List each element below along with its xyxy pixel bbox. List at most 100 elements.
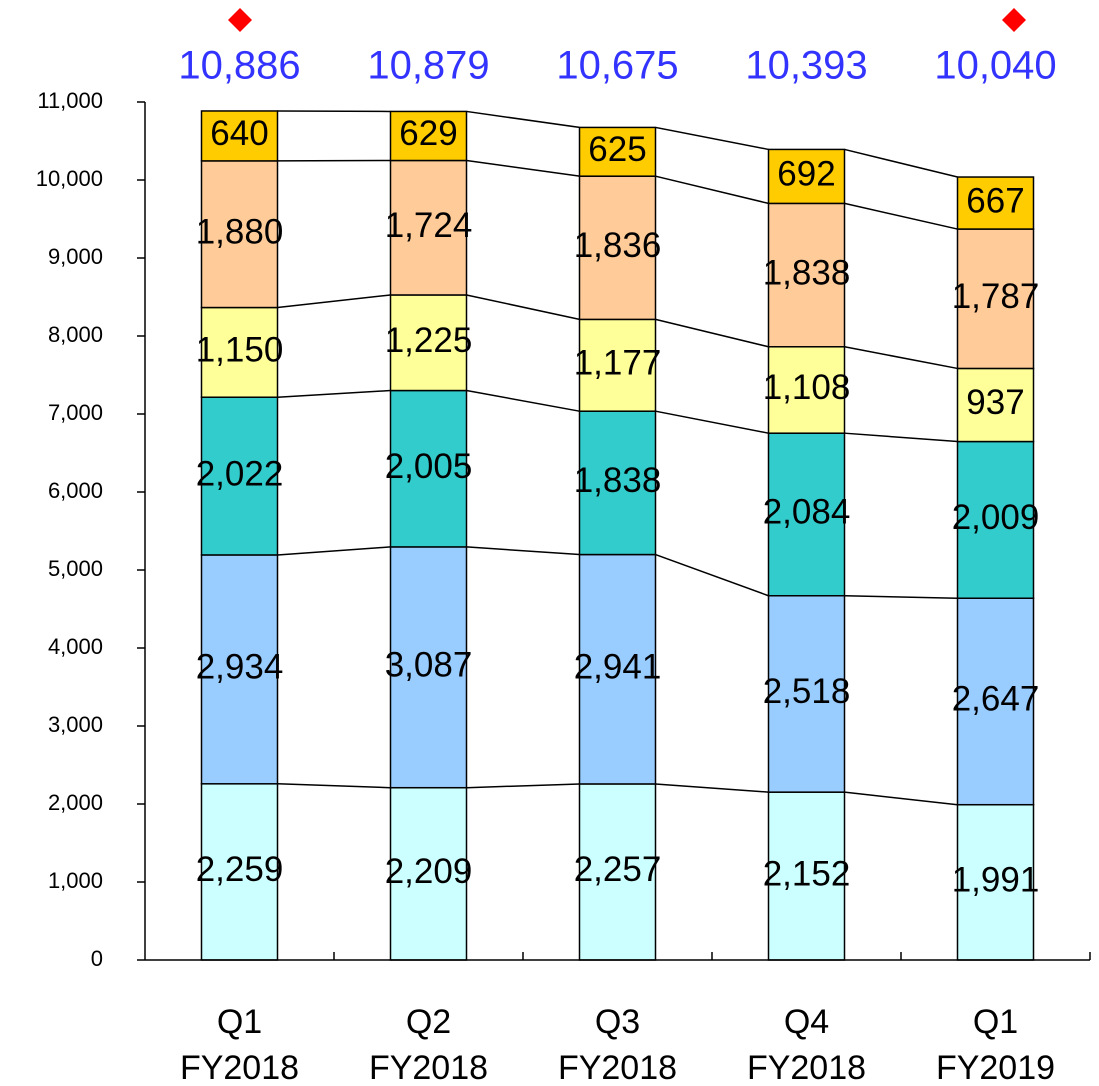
y-tick-label: 0 bbox=[91, 946, 103, 971]
data-label: 2,257 bbox=[574, 850, 662, 889]
data-label: 2,009 bbox=[952, 498, 1040, 537]
connector-line bbox=[655, 318, 769, 348]
x-tick-label: FY2018 bbox=[369, 1049, 488, 1086]
connector-line bbox=[466, 389, 580, 412]
bar-segment bbox=[578, 175, 657, 321]
data-label: 2,518 bbox=[763, 672, 851, 711]
data-label: 1,836 bbox=[574, 226, 662, 265]
data-label: 3,087 bbox=[385, 646, 473, 685]
bar-segment bbox=[956, 176, 1035, 230]
bar-segment bbox=[578, 410, 657, 556]
y-tick-label: 7,000 bbox=[48, 400, 103, 425]
data-label: 1,724 bbox=[385, 206, 473, 245]
x-tick-label: Q4 bbox=[784, 1003, 829, 1041]
x-tick-label: FY2018 bbox=[558, 1049, 677, 1086]
data-label: 692 bbox=[777, 155, 835, 194]
connector-line bbox=[844, 148, 958, 178]
y-tick-label: 6,000 bbox=[48, 478, 103, 503]
data-label: 1,838 bbox=[574, 461, 662, 500]
connector-line bbox=[277, 294, 391, 309]
bar-segment bbox=[389, 786, 468, 961]
connector-line bbox=[844, 432, 958, 443]
connector-line bbox=[466, 783, 580, 789]
y-tick-label: 3,000 bbox=[48, 712, 103, 737]
data-label: 2,647 bbox=[952, 680, 1040, 719]
bar-segment bbox=[767, 346, 846, 434]
total-label: 10,879 bbox=[367, 44, 489, 88]
connector-line bbox=[466, 294, 580, 321]
data-label: 1,150 bbox=[196, 331, 284, 370]
data-label: 2,209 bbox=[385, 852, 473, 891]
data-label: 2,084 bbox=[763, 493, 851, 532]
bar-segment bbox=[956, 228, 1035, 370]
connector-line bbox=[655, 126, 769, 151]
y-tick-label: 9,000 bbox=[48, 244, 103, 269]
connector-line bbox=[277, 546, 391, 556]
data-label: 2,934 bbox=[196, 648, 284, 687]
data-label: 2,941 bbox=[574, 648, 662, 687]
connector-line bbox=[466, 159, 580, 177]
data-label: 640 bbox=[210, 114, 268, 153]
bar-segment bbox=[389, 546, 468, 789]
bar-segment bbox=[578, 126, 657, 177]
bar-segment bbox=[767, 594, 846, 793]
y-tick-label: 4,000 bbox=[48, 634, 103, 659]
connector-line bbox=[655, 553, 769, 597]
connector-line bbox=[844, 346, 958, 370]
connector-line bbox=[844, 594, 958, 599]
data-label: 937 bbox=[966, 383, 1024, 422]
data-label: 1,108 bbox=[763, 368, 851, 407]
y-tick-label: 5,000 bbox=[48, 556, 103, 581]
x-tick-label: FY2018 bbox=[747, 1049, 866, 1086]
data-label: 625 bbox=[588, 130, 646, 169]
bar-segment bbox=[200, 110, 279, 162]
marker-diamond bbox=[1002, 8, 1026, 32]
data-label: 2,022 bbox=[196, 454, 284, 493]
data-label: 1,880 bbox=[196, 212, 284, 251]
connector-line bbox=[466, 546, 580, 556]
total-label: 10,393 bbox=[745, 44, 867, 88]
data-label: 1,177 bbox=[574, 344, 662, 383]
total-label: 10,675 bbox=[556, 44, 678, 88]
bar-segment bbox=[578, 318, 657, 412]
x-tick-label: Q3 bbox=[595, 1003, 640, 1041]
bar-segment bbox=[767, 148, 846, 205]
data-label: 2,152 bbox=[763, 854, 851, 893]
y-tick-label: 2,000 bbox=[48, 790, 103, 815]
total-label: 10,040 bbox=[934, 44, 1056, 88]
data-label: 1,225 bbox=[385, 321, 473, 360]
marker-diamond bbox=[228, 8, 252, 32]
bar-segment bbox=[767, 432, 846, 597]
data-label: 667 bbox=[966, 181, 1024, 220]
bar-segment bbox=[956, 367, 1035, 443]
connector-line bbox=[655, 783, 769, 793]
x-tick-label: FY2018 bbox=[180, 1049, 299, 1086]
bar-segment bbox=[956, 597, 1035, 806]
bar-segment bbox=[956, 440, 1035, 599]
data-label: 1,787 bbox=[952, 277, 1040, 316]
connector-line bbox=[844, 202, 958, 230]
connector-line bbox=[277, 783, 391, 789]
bar-segment bbox=[767, 202, 846, 348]
bar-segment bbox=[200, 783, 279, 961]
x-tick-label: Q2 bbox=[406, 1003, 451, 1041]
y-tick-label: 11,000 bbox=[37, 88, 103, 113]
bar-segment bbox=[200, 160, 279, 309]
total-label: 10,886 bbox=[178, 44, 300, 88]
data-label: 2,259 bbox=[196, 850, 284, 889]
y-tick-label: 1,000 bbox=[48, 868, 103, 893]
bar-segment bbox=[578, 553, 657, 785]
connector-line bbox=[655, 410, 769, 434]
y-tick-label: 10,000 bbox=[36, 166, 103, 191]
connector-line bbox=[466, 110, 580, 129]
bar-segment bbox=[389, 110, 468, 162]
x-tick-label: FY2019 bbox=[936, 1049, 1055, 1086]
bar-segment bbox=[767, 791, 846, 961]
bar-segment bbox=[956, 803, 1035, 961]
x-tick-label: Q1 bbox=[217, 1003, 262, 1041]
bar-segment bbox=[389, 159, 468, 296]
connector-line bbox=[277, 389, 391, 398]
bar-segment bbox=[389, 294, 468, 392]
data-label: 1,838 bbox=[763, 253, 851, 292]
